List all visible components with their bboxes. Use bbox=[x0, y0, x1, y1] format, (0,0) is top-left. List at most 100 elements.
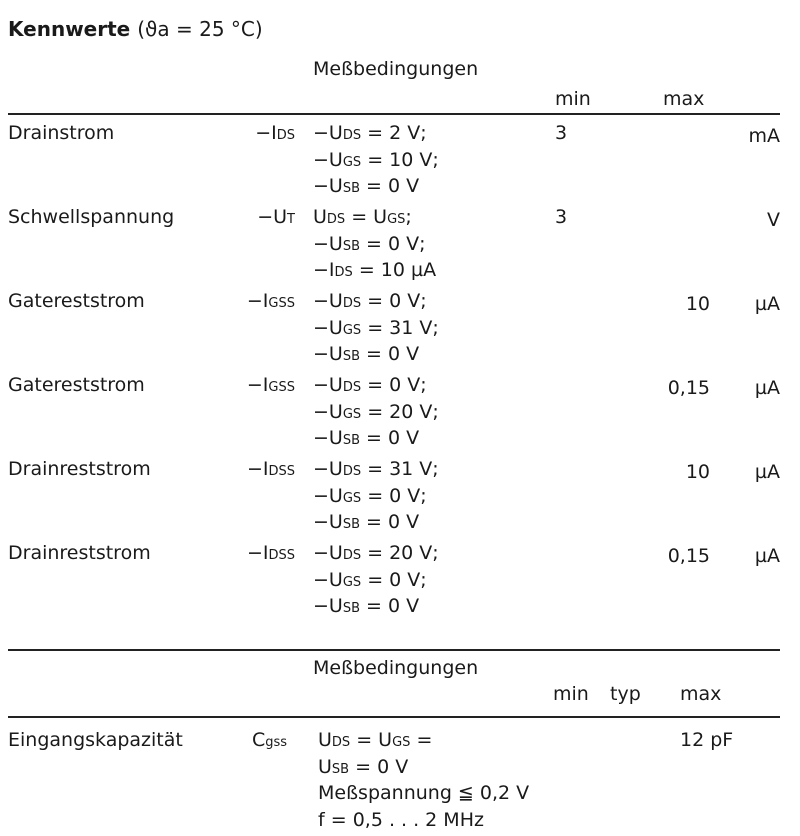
text: −U bbox=[313, 542, 343, 564]
condition-line: −UDS = 20 V; bbox=[313, 540, 439, 567]
subscript: DS bbox=[342, 380, 362, 395]
subscript: SB bbox=[342, 238, 360, 254]
condition-line: Meßspannung ≦ 0,2 V bbox=[318, 780, 529, 807]
condition-line: −UGS = 20 V; bbox=[313, 399, 439, 426]
text: U bbox=[313, 206, 327, 228]
text: = 31 V; bbox=[361, 458, 439, 480]
subscript: GS bbox=[342, 322, 362, 338]
symbol: −IDSS bbox=[225, 540, 295, 569]
parameter-name: Drainstrom bbox=[8, 122, 115, 144]
text: = 31 V; bbox=[361, 316, 439, 339]
condition-line: −UDS = 0 V; bbox=[313, 372, 439, 399]
max-value: 10 bbox=[685, 293, 710, 315]
symbol: −IDSS bbox=[225, 456, 295, 485]
subscript: DSS bbox=[268, 548, 295, 563]
text: U bbox=[318, 729, 332, 751]
condition-line: −UGS = 31 V; bbox=[313, 315, 439, 342]
text: = bbox=[410, 729, 433, 751]
subscript: GS bbox=[342, 574, 362, 590]
text: = 0 V bbox=[360, 343, 420, 365]
conditions-header-2: Meßbedingungen bbox=[313, 657, 479, 679]
subscript: GS bbox=[392, 735, 411, 750]
subscript: SB bbox=[331, 761, 350, 777]
subscript: DS bbox=[342, 296, 362, 311]
text: −U bbox=[313, 290, 343, 312]
section-title: Kennwerte (ϑa = 25 °C) bbox=[8, 16, 263, 42]
subscript: GS bbox=[342, 406, 362, 422]
title-text: Kennwerte bbox=[8, 17, 131, 41]
text: = 0 V; bbox=[360, 232, 426, 255]
text: −U bbox=[313, 400, 343, 423]
condition-line: −UGS = 10 V; bbox=[313, 147, 439, 174]
conditions: −UDS = 0 V; −UGS = 20 V; −USB = 0 V bbox=[313, 372, 439, 452]
unit: µA bbox=[754, 293, 780, 315]
text: = U bbox=[345, 206, 388, 228]
subscript: DS bbox=[342, 128, 362, 143]
subscript: SB bbox=[342, 433, 360, 448]
text: C bbox=[252, 729, 266, 751]
parameter-name: Eingangskapazität bbox=[8, 729, 183, 751]
subscript: SB bbox=[342, 181, 360, 196]
condition-line: UDS = UGS; bbox=[313, 204, 436, 231]
divider bbox=[8, 716, 780, 718]
parameter-name: Drainreststrom bbox=[8, 458, 151, 480]
subscript: T bbox=[287, 212, 295, 227]
text: = 0 V; bbox=[361, 374, 427, 396]
text: −U bbox=[313, 316, 343, 339]
col-max-2: max bbox=[680, 683, 722, 705]
col-min-2: min bbox=[553, 683, 589, 705]
text: −U bbox=[257, 206, 288, 228]
text: −U bbox=[313, 374, 343, 396]
subscript: DS bbox=[331, 735, 351, 750]
conditions: −UDS = 20 V; −UGS = 0 V; −U SB = 0 V bbox=[313, 540, 439, 620]
symbol: −UT bbox=[225, 204, 295, 233]
condition-line: −UDS = 31 V; bbox=[313, 456, 439, 483]
text: −I bbox=[313, 259, 335, 281]
conditions: UDS = UGS; −USB = 0 V; −IDS = 10 µA bbox=[313, 204, 436, 284]
divider bbox=[8, 113, 780, 115]
subscript: GSS bbox=[268, 296, 295, 311]
text: −U bbox=[313, 484, 343, 507]
subscript: GS bbox=[342, 154, 362, 170]
parameter-name: Schwellspannung bbox=[8, 206, 175, 228]
subscript: GS bbox=[387, 212, 406, 227]
text: = 20 V; bbox=[361, 400, 439, 423]
min-value: 3 bbox=[555, 206, 568, 228]
text: −U bbox=[313, 427, 343, 449]
subscript: DS bbox=[342, 548, 362, 563]
text: f = 0,5 . . . 2 MHz bbox=[318, 808, 484, 831]
subscript: GSS bbox=[268, 380, 295, 395]
max-value: 12 pF bbox=[680, 729, 734, 751]
condition-line: −USB = 0 V bbox=[313, 173, 439, 200]
text: = 10 V; bbox=[361, 148, 439, 171]
text: −U bbox=[313, 148, 343, 171]
text: = 0 V bbox=[360, 511, 420, 533]
symbol: Cgss bbox=[252, 727, 287, 756]
max-value: 0,15 bbox=[667, 377, 710, 399]
subscript: SB bbox=[342, 349, 360, 364]
subscript: DS bbox=[342, 464, 362, 479]
condition-line: −USB = 0 V bbox=[313, 425, 439, 452]
unit: µA bbox=[754, 461, 780, 483]
max-value: 0,15 bbox=[667, 545, 710, 567]
text: −I bbox=[246, 458, 269, 480]
parameter-name: Gatereststrom bbox=[8, 374, 145, 396]
text: −U bbox=[313, 122, 343, 144]
min-value: 3 bbox=[555, 122, 568, 144]
unit: V bbox=[767, 209, 780, 231]
subscript: SB bbox=[342, 601, 360, 616]
conditions: −UDS = 31 V; −UGS = 0 V; −USB = 0 V bbox=[313, 456, 439, 536]
text: = 10 µA bbox=[352, 259, 437, 281]
condition-line: −USB = 0 V bbox=[313, 509, 439, 536]
text: −U bbox=[313, 175, 343, 197]
subscript: SB bbox=[342, 517, 360, 532]
text: −U bbox=[313, 458, 343, 480]
text: = 0 V bbox=[360, 427, 420, 449]
subscript: DS bbox=[326, 212, 346, 227]
condition-line: −UGS = 0 V; bbox=[313, 567, 439, 594]
condition-line: −UGS = 0 V; bbox=[313, 483, 439, 510]
subscript: DS bbox=[276, 128, 295, 143]
condition-line: −USB = 0 V bbox=[313, 341, 439, 368]
text: = 0 V bbox=[360, 595, 420, 617]
